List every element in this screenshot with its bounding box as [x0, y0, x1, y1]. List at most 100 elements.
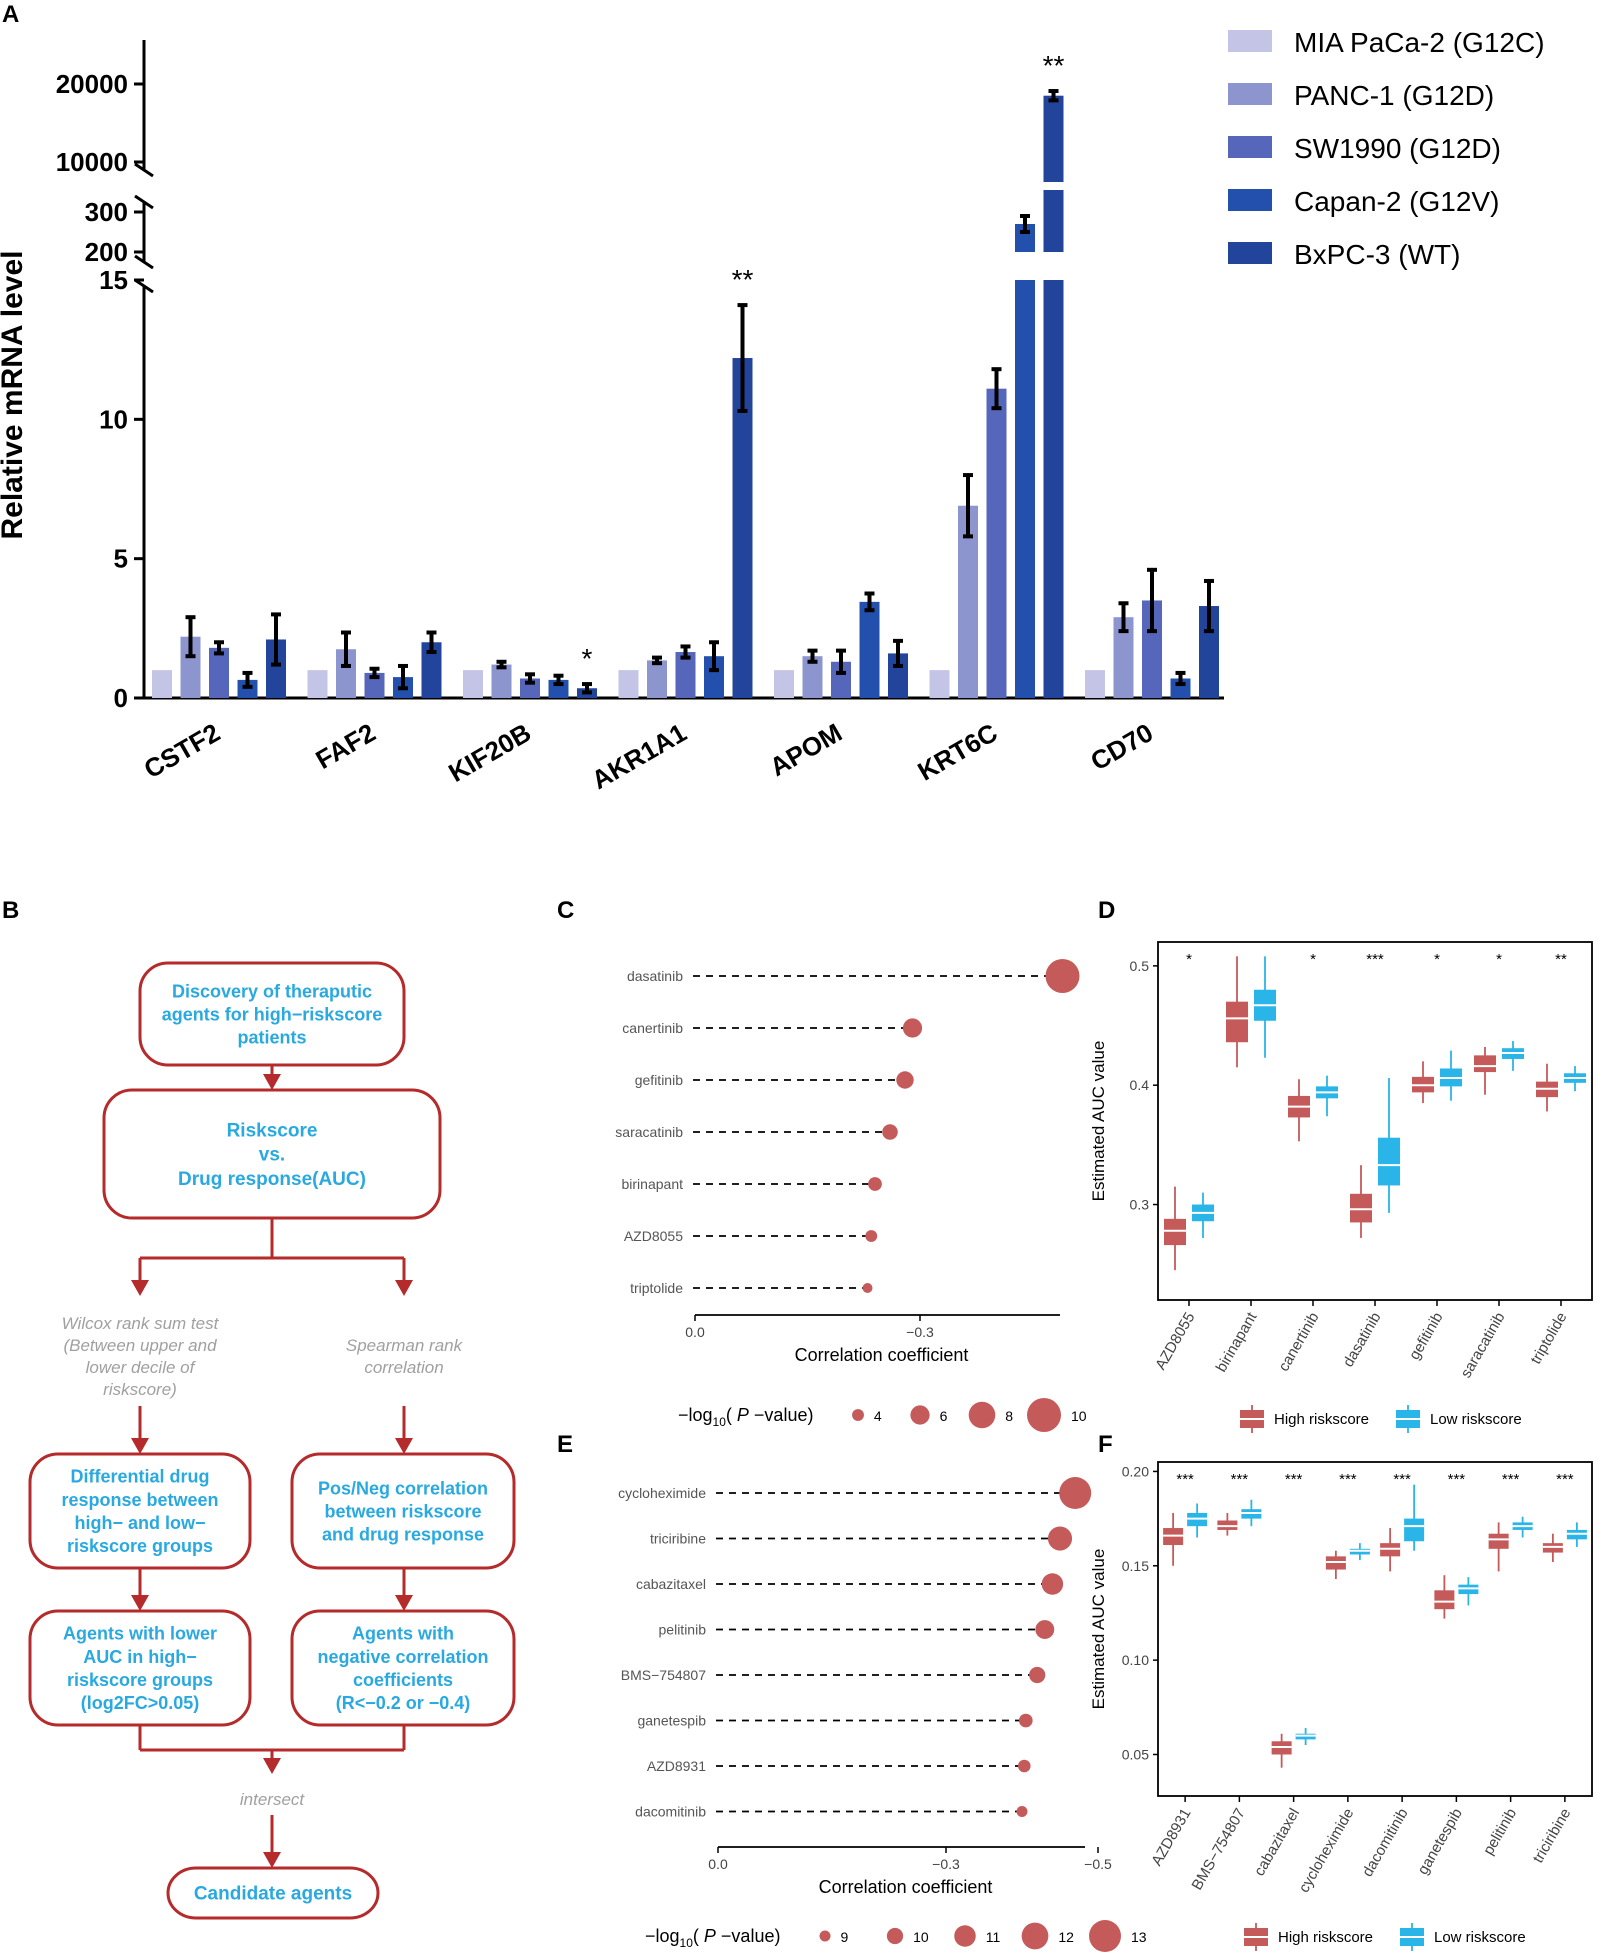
size-legend-label: 9 [841, 1929, 849, 1945]
a-bar [364, 672, 385, 698]
lollipop-category-label: triptolide [630, 1280, 683, 1296]
box-significance-label: *** [1285, 1471, 1303, 1488]
lollipop-category-label: saracatinib [615, 1124, 683, 1140]
a-category-label: AKR1A1 [586, 717, 691, 795]
size-legend-title: −log10( P −value) [678, 1405, 813, 1429]
box-legend-label: Low riskscore [1430, 1411, 1522, 1428]
b-arrow-head [263, 1852, 281, 1868]
lollipop-x-axis-label: Correlation coefficient [795, 1345, 969, 1365]
lollipop-category-label: cycloheximide [618, 1485, 706, 1501]
box-category-label: AZD8931 [1148, 1806, 1194, 1869]
b-box-differential-text: high− and low− [74, 1513, 205, 1533]
lollipop-point [1018, 1713, 1033, 1728]
lollipop-category-label: canertinib [622, 1020, 683, 1036]
b-box-correlation-text: between riskscore [324, 1501, 481, 1521]
a-bar [618, 670, 639, 698]
a-axis-break-mark [134, 254, 154, 270]
a-bar [1043, 95, 1064, 182]
a-bar [209, 647, 229, 698]
a-bar [336, 649, 356, 698]
a-bar [463, 670, 483, 698]
a-y-tick-label: 5 [114, 544, 128, 574]
box-high-riskscore [1226, 1001, 1248, 1043]
a-significance-label: * [582, 643, 593, 674]
a-bar [1113, 617, 1134, 698]
box-category-label: cabazitaxel [1251, 1806, 1303, 1879]
a-y-tick-label: 15 [99, 265, 128, 295]
b-box-agents-negative-text: negative correlation [317, 1647, 488, 1667]
b-method-right: correlation [364, 1358, 443, 1377]
a-legend-swatch [1228, 83, 1272, 105]
a-category-label: CSTF2 [139, 717, 225, 784]
size-legend-dot [1027, 1398, 1061, 1432]
size-legend-dot [819, 1930, 831, 1942]
size-legend-dot [910, 1405, 930, 1425]
b-box-agents-negative-text: coefficients [353, 1670, 453, 1690]
b-intersect-label: intersect [240, 1790, 306, 1809]
b-arrow-head [263, 1074, 281, 1090]
lollipop-x-tick-label: 0.0 [685, 1324, 705, 1340]
lollipop-category-label: dasatinib [627, 968, 683, 984]
a-category-label: KRT6C [912, 717, 1002, 786]
a-bar [491, 664, 512, 698]
lollipop-point [1059, 1477, 1092, 1509]
size-legend-label: 8 [1005, 1408, 1013, 1424]
lollipop-point [868, 1177, 882, 1191]
a-bar [266, 639, 286, 698]
b-arrow-head [131, 1595, 149, 1611]
lollipop-category-label: pelitinib [659, 1622, 707, 1638]
a-y-axis-label: Relative mRNA level [0, 250, 29, 539]
a-significance-label: ** [732, 264, 754, 295]
a-bar [1085, 670, 1105, 698]
box-high-riskscore [1350, 1193, 1372, 1223]
box-significance-label: *** [1448, 1471, 1466, 1488]
box-category-label: dasatinib [1340, 1310, 1385, 1371]
box-category-label: ganetespib [1414, 1806, 1465, 1878]
box-legend-label: Low riskscore [1434, 1929, 1526, 1946]
lollipop-x-tick-label: −0.3 [932, 1856, 960, 1872]
box-significance-label: *** [1556, 1471, 1574, 1488]
box-significance-label: *** [1231, 1471, 1249, 1488]
b-method-left: (Between upper and [63, 1336, 217, 1355]
box-significance-label: *** [1366, 951, 1384, 968]
box-low-riskscore [1378, 1137, 1400, 1186]
a-category-label: FAF2 [310, 717, 380, 775]
lollipop-point [1045, 959, 1080, 993]
a-legend-label: Capan-2 (G12V) [1294, 186, 1499, 217]
box-legend-label: High riskscore [1274, 1411, 1369, 1428]
a-legend-swatch [1228, 30, 1272, 52]
a-bar [986, 388, 1007, 698]
a-y-tick-label: 200 [85, 237, 128, 267]
a-y-tick-label: 10000 [56, 147, 128, 177]
a-bar [1043, 280, 1064, 698]
b-arrow-head [395, 1280, 413, 1296]
b-arrow-head [263, 1758, 281, 1774]
lollipop-point [1017, 1759, 1031, 1773]
b-box-discovery-text: agents for high−riskscore [162, 1004, 383, 1024]
b-box-differential-text: response between [61, 1490, 218, 1510]
b-box-riskscore-text: Drug response(AUC) [178, 1169, 366, 1190]
lollipop-x-axis-label: Correlation coefficient [819, 1877, 993, 1897]
box-category-label: pelitinib [1480, 1806, 1520, 1859]
a-axis-break-mark [134, 194, 154, 210]
b-box-agents-negative-text: (R<−0.2 or −0.4) [336, 1693, 471, 1713]
box-significance-label: * [1434, 951, 1440, 968]
b-method-left: riskscore) [103, 1380, 177, 1399]
b-arrow-head [395, 1595, 413, 1611]
a-bar [675, 652, 696, 698]
box-category-label: cycloheximide [1296, 1806, 1358, 1896]
box-high-riskscore [1488, 1533, 1509, 1549]
size-legend-label: 12 [1058, 1929, 1074, 1945]
a-legend-swatch [1228, 189, 1272, 211]
box-significance-label: *** [1339, 1471, 1357, 1488]
lollipop-category-label: dacomitinib [635, 1804, 706, 1820]
lollipop-point [1029, 1666, 1046, 1684]
size-legend-dot [954, 1925, 976, 1947]
a-y-tick-label: 10 [99, 404, 128, 434]
box-y-tick-label: 0.20 [1122, 1463, 1149, 1479]
size-legend-label: 10 [1071, 1408, 1087, 1424]
size-legend-label: 6 [940, 1408, 948, 1424]
box-significance-label: *** [1393, 1471, 1411, 1488]
lollipop-point [1047, 1526, 1073, 1551]
